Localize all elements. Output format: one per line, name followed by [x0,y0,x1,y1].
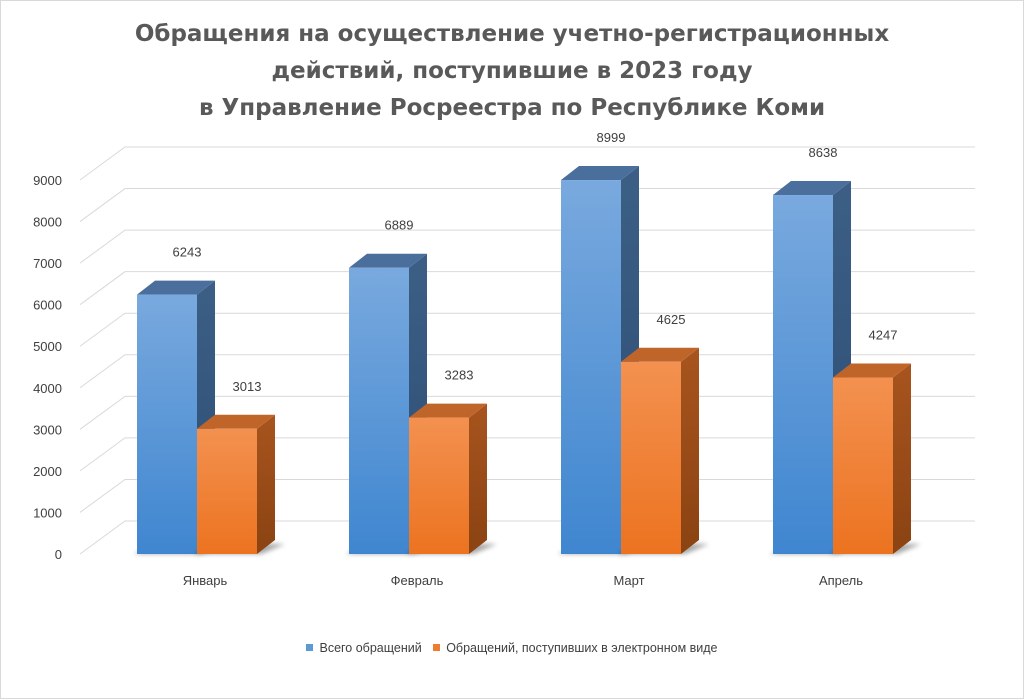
data-label-total: 8999 [597,130,626,145]
x-category-label: Март [613,573,644,588]
data-labels: 6243 3013 6889 3283 8999 4625 8638 4247 [173,130,898,394]
x-category-label: Апрель [819,573,863,588]
y-tick-label: 0 [55,547,62,562]
y-axis: 0 1000 2000 3000 4000 5000 6000 7000 8000 9000 [33,173,62,562]
y-tick-label: 1000 [33,505,62,520]
title-line-1: Обращения на осуществление учетно-регист… [134,21,890,47]
bar-electronic [405,403,497,554]
data-label-electronic: 3013 [233,379,262,394]
legend-swatch-electronic [433,644,441,652]
bar-front [409,417,469,554]
bar-top [621,347,699,362]
bar-front [197,428,257,554]
bar-side [681,347,699,554]
y-tick-label: 3000 [33,422,62,437]
gridline [79,271,975,306]
bar-top [349,253,427,268]
bar-side [893,363,911,554]
chart-title: Обращения на осуществление учетно-регист… [0,16,1024,127]
data-label-electronic: 4625 [657,312,686,327]
bar-electronic [829,363,921,554]
bar-front [561,180,621,554]
bar-side [257,414,275,554]
x-category-label: Февраль [391,573,444,588]
legend-label-electronic: Обращений, поступивших в электронном вид… [446,641,718,655]
bar-electronic [617,347,709,554]
data-label-electronic: 3283 [445,368,474,383]
bar-top [137,280,215,295]
bar-front [833,377,893,554]
bar-front [621,361,681,554]
bar-top [197,414,275,429]
bar-side [469,403,487,554]
title-line-2: действий, поступившие в 2023 году [271,58,753,84]
legend-item-total: Всего обращений [306,641,422,655]
bar-front [137,294,197,554]
legend: Всего обращений Обращений, поступивших в… [0,641,1024,655]
legend-swatch-total [306,644,314,652]
title-line-3: в Управление Росреестра по Республике Ко… [198,95,826,121]
y-tick-label: 4000 [33,381,62,396]
gridline [79,229,975,264]
data-label-total: 8638 [809,145,838,160]
bar-front [773,195,833,555]
data-label-electronic: 4247 [869,328,898,343]
y-tick-label: 8000 [33,215,62,230]
bar-top [409,403,487,418]
y-tick-label: 2000 [33,464,62,479]
bar-top [561,166,639,181]
gridline [79,312,975,347]
y-tick-label: 7000 [33,256,62,271]
legend-item-electronic: Обращений, поступивших в электронном вид… [433,641,718,655]
data-label-total: 6889 [385,218,414,233]
bar-top [833,363,911,378]
bar-front [349,267,409,554]
gridline [79,146,975,181]
x-category-label: Январь [183,573,228,588]
legend-label-total: Всего обращений [319,641,422,655]
gridline [79,188,975,222]
y-tick-label: 6000 [33,298,62,313]
bar-electronic [193,414,285,554]
y-tick-label: 9000 [33,173,62,188]
bar-top [773,181,851,196]
data-label-total: 6243 [173,245,202,260]
x-axis: Январь Февраль Март Апрель [183,573,864,588]
bars [133,166,921,555]
y-tick-label: 5000 [33,339,62,354]
